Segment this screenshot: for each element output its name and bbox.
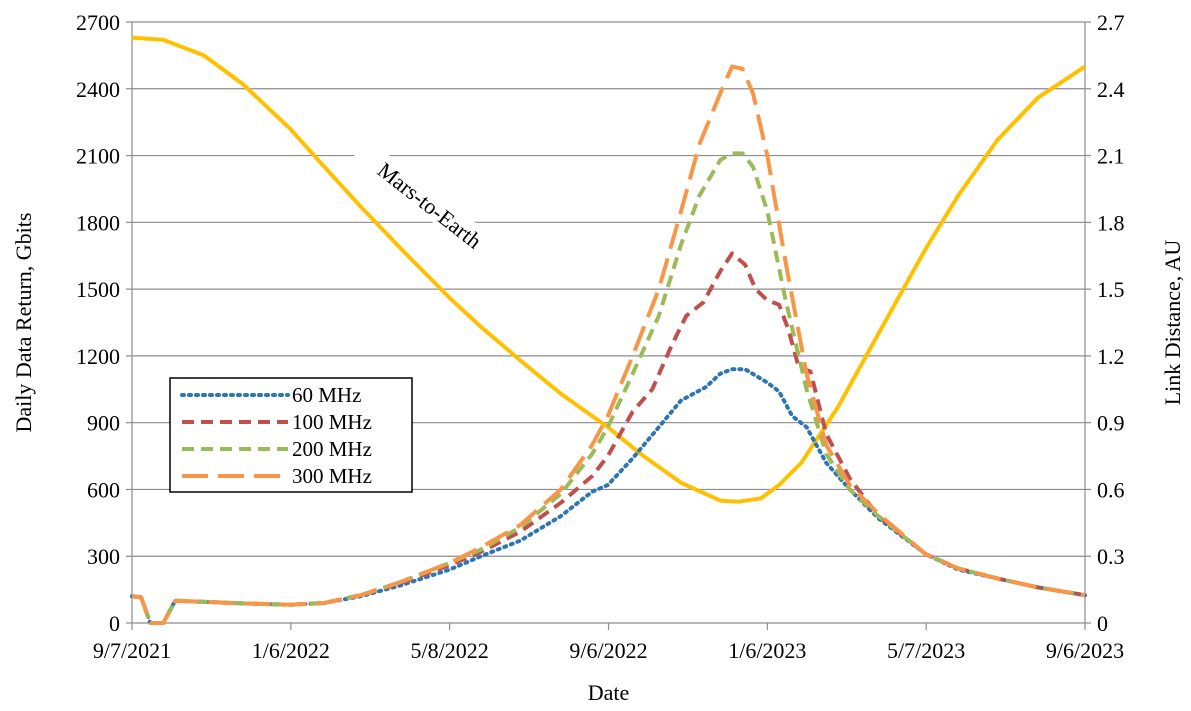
y-left-tick-label: 2700 — [76, 10, 120, 35]
legend-label: 200 MHz — [292, 437, 372, 461]
annotations: Mars-to-Earth — [351, 138, 510, 270]
y-left-tick-label: 300 — [87, 544, 120, 569]
y-right-tick-label: 2.1 — [1097, 144, 1125, 169]
y-right-tick-label: 1.5 — [1097, 277, 1125, 302]
y-right-tick-label: 2.4 — [1097, 77, 1125, 102]
y-left-tick-label: 2100 — [76, 144, 120, 169]
x-tick-label: 9/6/2023 — [1046, 638, 1124, 663]
x-axis-title: Date — [588, 680, 630, 705]
y-right-tick-label: 0.6 — [1097, 477, 1125, 502]
x-tick-label: 5/7/2023 — [887, 638, 965, 663]
y-right-tick-label: 2.7 — [1097, 10, 1125, 35]
series-line-300-mhz — [131, 64, 1086, 625]
legend-label: 100 MHz — [292, 410, 372, 434]
y-left-tick-label: 0 — [109, 611, 120, 636]
y-left-tick-label: 900 — [87, 411, 120, 436]
x-tick-label: 9/7/2021 — [93, 638, 171, 663]
legend-label: 60 MHz — [292, 383, 361, 407]
y-left-tick-label: 600 — [87, 477, 120, 502]
x-tick-label: 9/6/2022 — [569, 638, 647, 663]
y-left-tick-label: 1800 — [76, 210, 120, 235]
x-tick-label: 1/6/2022 — [252, 638, 330, 663]
legend: 60 MHz 100 MHz 200 MHz 300 MHz — [169, 377, 413, 493]
series-line-mars-to-earth — [131, 35, 1087, 504]
y-right-tick-label: 1.2 — [1097, 344, 1125, 369]
y-right-tick-label: 1.8 — [1097, 210, 1125, 235]
y-left-axis-title: Daily Data Return, Gbits — [11, 213, 36, 433]
y-left-tick-label: 1500 — [76, 277, 120, 302]
x-tick-label: 1/6/2023 — [728, 638, 806, 663]
legend-label: 300 MHz — [292, 464, 372, 488]
series-line-200-mhz — [131, 151, 1086, 625]
y-right-tick-label: 0.9 — [1097, 411, 1125, 436]
axes — [126, 21, 1091, 630]
x-tick-label: 5/8/2022 — [411, 638, 489, 663]
y-left-tick-label: 2400 — [76, 77, 120, 102]
y-right-tick-label: 0.3 — [1097, 544, 1125, 569]
series-lines — [130, 35, 1087, 625]
annotation-background — [351, 138, 510, 270]
y-right-axis-title: Link Distance, AU — [1160, 240, 1185, 406]
y-right-tick-label: 0 — [1097, 611, 1108, 636]
y-left-tick-label: 1200 — [76, 344, 120, 369]
axis-titles: Date Daily Data Return, Gbits Link Distanc… — [11, 213, 1185, 705]
tick-labels: 0 0 300 0.3 600 0.6 900 0.9 1200 1.2 1500 1.5 1800 1.… — [76, 10, 1125, 663]
